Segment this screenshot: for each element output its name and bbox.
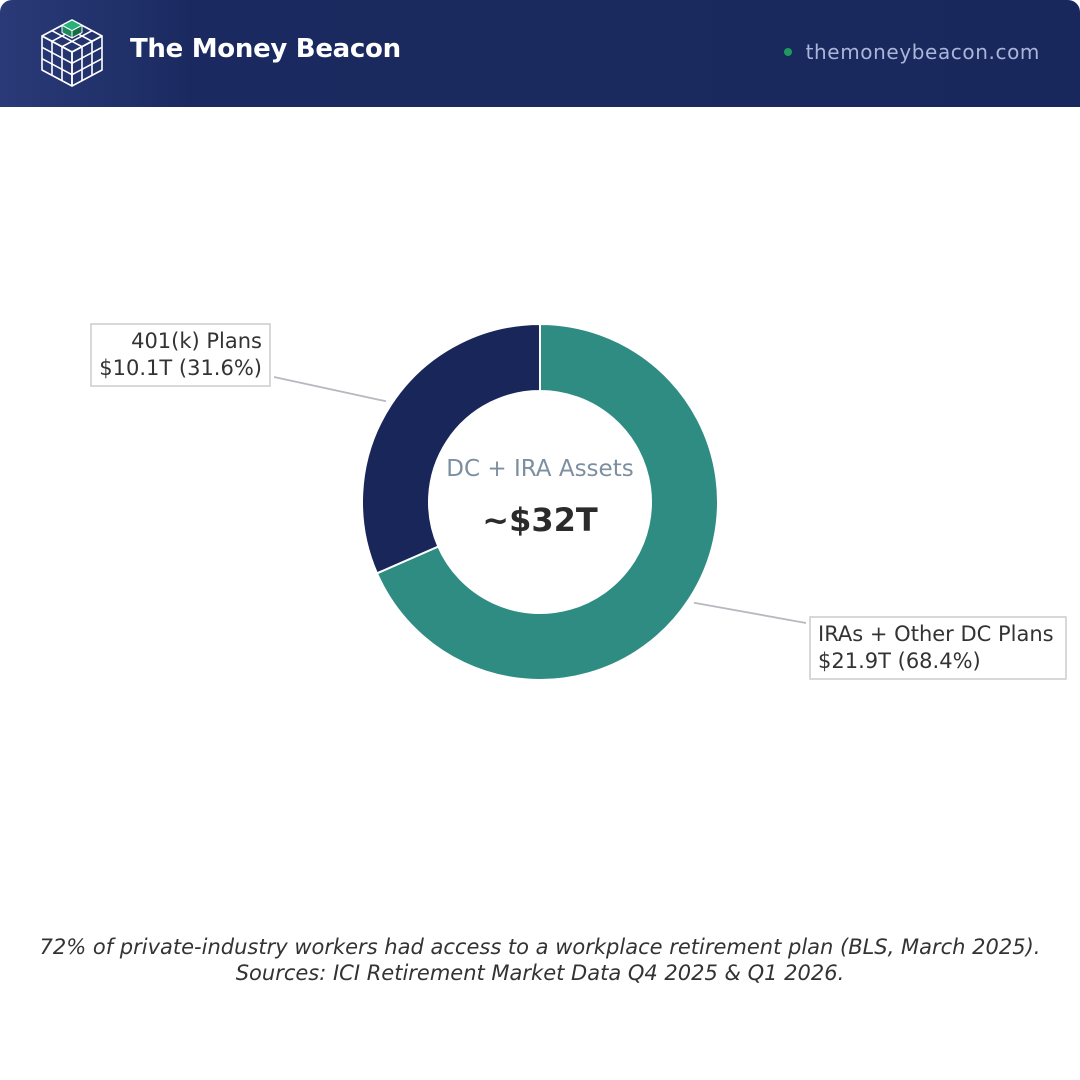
footer-notes: 72% of private-industry workers had acce… [0, 934, 1080, 986]
label-box-1 [809, 616, 1067, 680]
leader-line-0 [273, 376, 387, 403]
site-url[interactable]: themoneybeacon.com [805, 40, 1040, 64]
slice-name-label-0: 401(k) Plans [131, 329, 262, 353]
donut-slice-0 [361, 322, 541, 575]
slice-value-label-0: $10.1T (31.6%) [99, 356, 262, 380]
label-box-0 [90, 323, 271, 387]
slice-name-label-1: IRAs + Other DC Plans [818, 622, 1054, 646]
donut-slices [361, 322, 719, 681]
donut-chart: 401(k) Plans $10.1T (31.6%) IRAs + Other D… [90, 322, 1067, 681]
footnote-access: 72% of private-industry workers had acce… [39, 935, 1041, 959]
slice-value-label-1: $21.9T (68.4%) [818, 649, 981, 673]
footnote-sources: Sources: ICI Retirement Market Data Q4 2… [235, 961, 845, 985]
header-bar: The Money Beacon themoneybeacon.com [0, 0, 1080, 107]
donut-slice-1 [375, 322, 719, 681]
site-url-group[interactable]: themoneybeacon.com [783, 40, 1040, 64]
cube-grid-icon [41, 19, 103, 87]
status-dot-icon [783, 48, 792, 56]
slice-labels: 401(k) Plans $10.1T (31.6%) IRAs + Other D… [90, 323, 1067, 680]
leader-line-1 [693, 601, 807, 624]
leader-lines [273, 376, 807, 624]
brand-name: The Money Beacon [130, 34, 401, 64]
center-value: ~$32T [482, 501, 598, 539]
center-title: DC + IRA Assets [446, 456, 633, 482]
